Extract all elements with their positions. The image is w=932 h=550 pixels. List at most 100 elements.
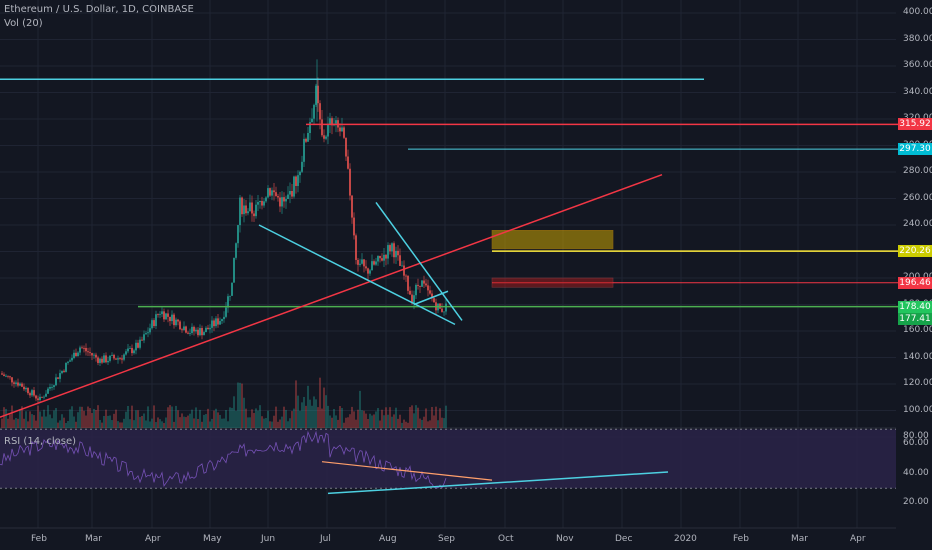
candle-body — [413, 295, 415, 304]
volume-bar — [243, 397, 245, 428]
time-tick-label: Oct — [498, 534, 514, 544]
volume-bar — [173, 421, 175, 428]
candle-body — [217, 318, 219, 325]
volume-bar — [213, 410, 215, 428]
volume-bar — [257, 410, 259, 428]
candle-body — [407, 275, 409, 291]
price-tick-label: 120.00 — [903, 378, 932, 388]
candle-body — [289, 191, 291, 195]
volume-bar — [73, 416, 75, 428]
candle-body — [143, 334, 145, 341]
price-tick-label: 280.00 — [903, 166, 932, 176]
candle-body — [75, 352, 77, 357]
volume-bar — [429, 420, 431, 428]
candle-body — [433, 298, 435, 303]
candle-body — [89, 352, 91, 354]
candle-body — [177, 319, 179, 322]
candle-body — [305, 138, 307, 142]
candle-body — [193, 326, 195, 332]
price-badge: 196.46 — [898, 276, 932, 289]
candle-body — [211, 320, 213, 328]
candle-body — [57, 377, 59, 379]
volume-bar — [117, 421, 119, 428]
candle-body — [239, 197, 241, 226]
volume-bar — [177, 410, 179, 428]
volume-bar — [387, 414, 389, 428]
candle-body — [165, 313, 167, 320]
candle-body — [85, 347, 87, 352]
candle-body — [17, 382, 19, 386]
volume-bar — [53, 410, 55, 428]
volume-bar — [357, 409, 359, 428]
candle-body — [369, 270, 371, 274]
volume-bar — [37, 405, 39, 428]
volume-bar — [241, 383, 243, 428]
candle-body — [117, 358, 119, 360]
candle-body — [361, 259, 363, 264]
candle-body — [351, 195, 353, 218]
volume-bar — [199, 409, 201, 428]
volume-bar — [153, 405, 155, 428]
volume-bar — [127, 405, 129, 428]
candle-body — [31, 390, 33, 396]
volume-bar — [421, 419, 423, 428]
candle-body — [101, 358, 103, 363]
candle-body — [81, 347, 83, 349]
candle-body — [53, 385, 55, 387]
candle-body — [421, 280, 423, 287]
volume-bar — [13, 419, 15, 428]
volume-bar — [97, 405, 99, 428]
volume-bar — [143, 413, 145, 428]
candle-body — [363, 259, 365, 267]
candle-body — [185, 326, 187, 333]
rsi-line — [0, 430, 447, 489]
volume-bar — [305, 405, 307, 428]
candle-body — [357, 259, 359, 265]
candle-body — [167, 313, 169, 317]
volume-bar — [293, 408, 295, 428]
candle-body — [63, 370, 65, 372]
volume-bar — [271, 421, 273, 428]
volume-bar — [59, 420, 61, 428]
volume-bar — [57, 422, 59, 428]
volume-bar — [389, 407, 391, 428]
candle-body — [417, 284, 419, 286]
candle-body — [445, 303, 447, 312]
candle-body — [419, 285, 421, 287]
candle-body — [103, 355, 105, 363]
volume-bar — [1, 418, 3, 428]
candle-body — [341, 127, 343, 132]
candle-body — [283, 197, 285, 202]
candle-body — [1, 373, 3, 375]
volume-bar — [289, 418, 291, 428]
volume-bar — [369, 413, 371, 428]
candle-body — [359, 263, 361, 265]
volume-bar — [79, 406, 81, 428]
candle-body — [105, 355, 107, 363]
candle-body — [429, 290, 431, 294]
volume-bar — [211, 418, 213, 428]
candle-body — [365, 266, 367, 269]
candle-body — [19, 383, 21, 386]
volume-bar — [181, 413, 183, 428]
candle-body — [269, 188, 271, 196]
candle-body — [113, 354, 115, 359]
volume-bar — [23, 418, 25, 428]
price-tick-label: 100.00 — [903, 404, 932, 415]
candle-body — [47, 388, 49, 394]
volume-bar — [189, 413, 191, 428]
candle-body — [45, 393, 47, 397]
volume-bar — [301, 402, 303, 428]
candle-body — [155, 314, 157, 327]
price-tick-label: 260.00 — [903, 192, 932, 203]
candle-body — [267, 188, 269, 198]
volume-bar — [383, 415, 385, 428]
candle-body — [315, 85, 317, 105]
candle-body — [173, 314, 175, 326]
candle-body — [399, 255, 401, 266]
wedge-line-short — [413, 290, 449, 306]
candle-body — [219, 321, 221, 325]
candle-body — [229, 295, 231, 297]
candle-body — [91, 353, 93, 356]
